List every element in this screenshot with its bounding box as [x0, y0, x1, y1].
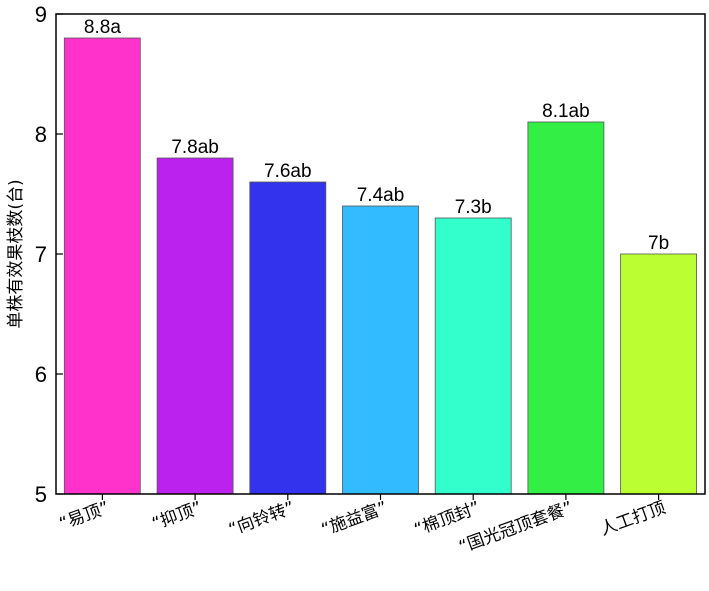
y-tick-label: 7: [35, 242, 47, 267]
bar: [249, 181, 327, 495]
bars-layer: [63, 37, 697, 495]
data-label: 7.8ab: [171, 137, 219, 158]
bar: [156, 157, 234, 495]
x-tick-label: “向铃转”: [226, 498, 297, 540]
bar: [63, 37, 141, 495]
y-tick-label: 9: [35, 2, 47, 27]
bar: [342, 205, 419, 495]
data-label: 7.4ab: [357, 185, 405, 206]
y-axis: 5 6 7 8 9: [35, 2, 63, 507]
bar: [527, 121, 605, 495]
x-tick-label: 人工打顶: [598, 498, 669, 540]
bar: [434, 217, 512, 495]
x-tick-label: “抑顶”: [149, 498, 204, 534]
data-labels-layer: 8.8a 7.8ab 7.6ab 7.4ab 7.3b 8.1ab 7b: [84, 17, 669, 254]
x-axis: “易顶” “抑顶” “向铃转” “施益富” “棉顶封”“国光冠顶套餐” 人工打顶: [57, 494, 669, 558]
y-axis-title: 单株有效果枝数(台): [6, 179, 26, 328]
data-label: 7.3b: [455, 197, 492, 218]
data-label: 7b: [648, 233, 669, 254]
y-tick-label: 8: [35, 122, 47, 147]
x-tick-label: “易顶”: [57, 498, 112, 534]
data-label: 8.1ab: [542, 101, 590, 122]
y-tick-label: 6: [35, 362, 47, 387]
bar: [620, 253, 697, 495]
data-label: 8.8a: [84, 17, 121, 38]
y-tick-label: 5: [35, 482, 47, 507]
data-label: 7.6ab: [264, 161, 312, 182]
x-tick-label: “施益富”: [319, 498, 390, 540]
